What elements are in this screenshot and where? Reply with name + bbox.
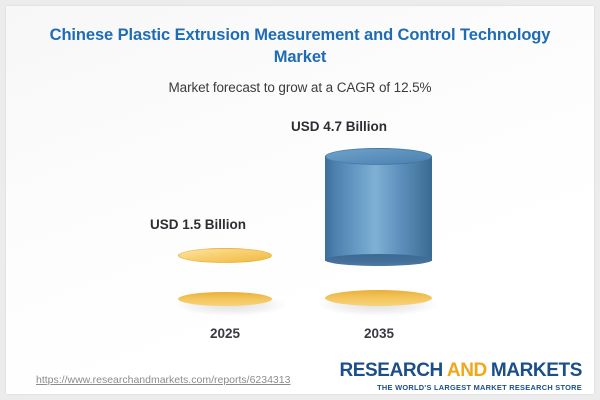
bar-segment-divider-2035 (325, 254, 432, 266)
bar-cylinder-2025 (178, 248, 272, 306)
logo-word-research: RESEARCH (339, 360, 443, 381)
research-and-markets-logo: RESEARCH AND MARKETS THE WORLD'S LARGEST M… (339, 361, 582, 393)
chart-panel: Chinese Plastic Extrusion Measurement an… (6, 6, 594, 394)
logo-word-markets: MARKETS (490, 360, 583, 381)
report-url-link[interactable]: https://www.researchandmarkets.com/repor… (36, 374, 291, 386)
bar-base-ellipse-2035 (325, 290, 432, 306)
logo-word-and: AND (446, 360, 487, 381)
logo-tagline: THE WORLD'S LARGEST MARKET RESEARCH STOR… (377, 383, 582, 392)
bar-category-label-2025: 2025 (209, 326, 241, 341)
chart-subtitle: Market forecast to grow at a CAGR of 12.… (168, 80, 432, 95)
bar-body-2035 (325, 156, 432, 261)
bar-base-ellipse-2025 (178, 292, 272, 306)
logo-wordmark: RESEARCH AND MARKETS (339, 361, 582, 381)
bar-value-label-2025: USD 1.5 Billion (149, 217, 247, 232)
bar-shadow-2035 (318, 294, 438, 316)
bar-category-label-2035: 2035 (363, 326, 395, 341)
bar-top-cap-2035 (325, 148, 432, 165)
bar-body-2025 (178, 255, 272, 299)
page-title: Chinese Plastic Extrusion Measurement an… (49, 26, 551, 66)
bar-value-label-2035: USD 4.7 Billion (290, 119, 388, 134)
bar-shadow-2025 (176, 294, 286, 316)
bar-base-body-2035 (325, 258, 432, 298)
bar-cylinder-2035 (325, 148, 432, 306)
bar-top-cap-2025 (178, 248, 272, 263)
